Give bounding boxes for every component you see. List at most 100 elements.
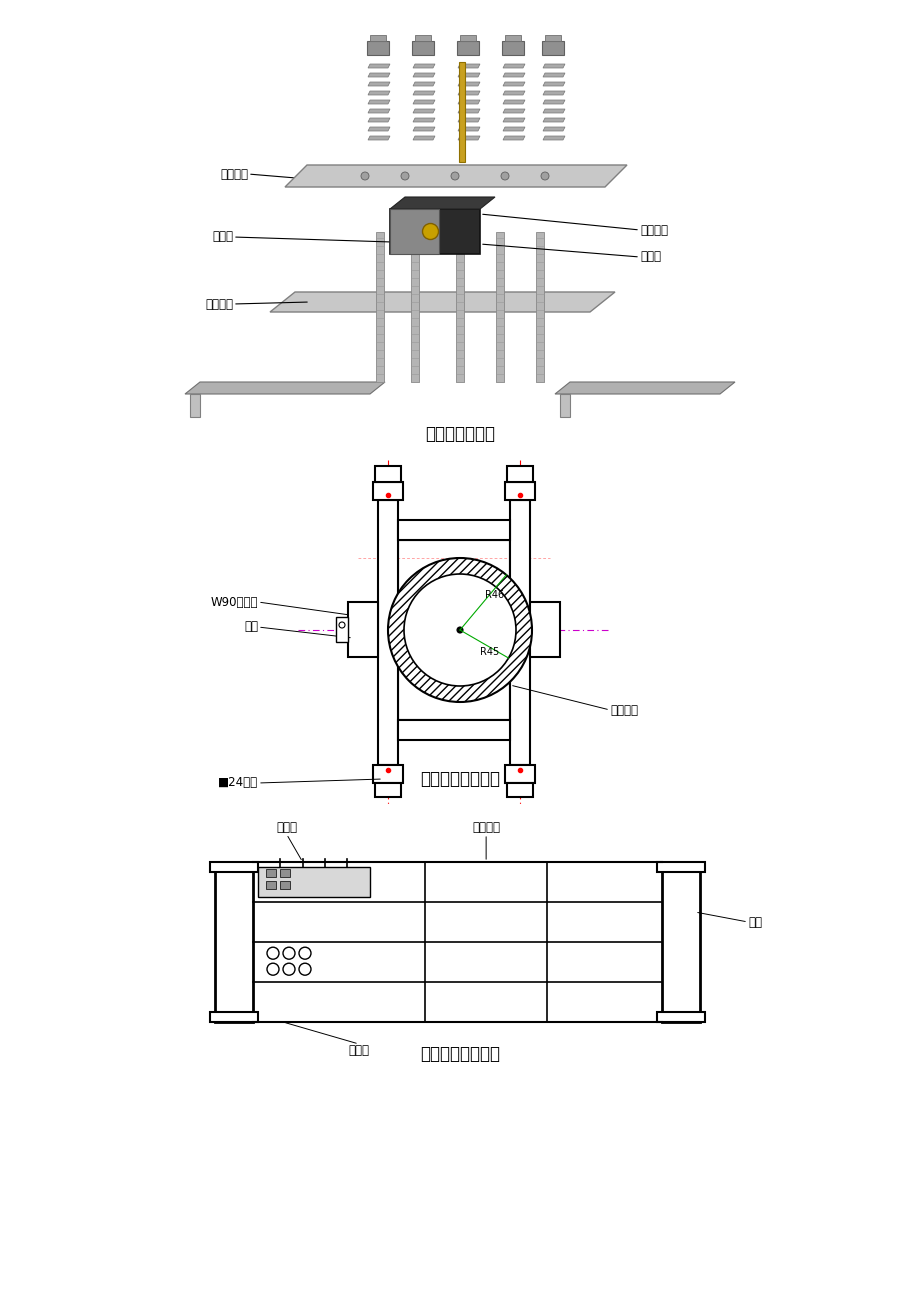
Bar <box>541 40 563 55</box>
Polygon shape <box>413 82 435 86</box>
Polygon shape <box>554 381 734 395</box>
Circle shape <box>267 947 278 960</box>
Polygon shape <box>413 128 435 132</box>
Bar <box>372 766 403 783</box>
Text: 绳头板安装方式: 绳头板安装方式 <box>425 424 494 443</box>
Polygon shape <box>503 64 525 68</box>
Polygon shape <box>542 73 564 77</box>
Bar <box>367 40 389 55</box>
Bar <box>279 868 289 878</box>
Polygon shape <box>560 395 570 417</box>
Bar <box>505 482 535 500</box>
Polygon shape <box>542 64 564 68</box>
Bar <box>411 232 418 381</box>
Polygon shape <box>413 135 435 141</box>
Text: 轿顶横梁安装方式: 轿顶横梁安装方式 <box>420 1046 499 1062</box>
Text: 轿架: 轿架 <box>747 915 761 928</box>
Circle shape <box>299 963 311 975</box>
Polygon shape <box>458 64 480 68</box>
Bar <box>456 232 463 381</box>
Text: W90传感器: W90传感器 <box>210 595 257 608</box>
Polygon shape <box>503 82 525 86</box>
Text: 传感器: 传感器 <box>211 230 233 243</box>
Polygon shape <box>285 165 627 187</box>
Bar <box>390 210 439 254</box>
Polygon shape <box>458 135 480 141</box>
Polygon shape <box>458 128 480 132</box>
Text: 传感器: 传感器 <box>276 822 297 835</box>
Text: R45: R45 <box>480 647 499 658</box>
Bar <box>347 602 378 658</box>
Circle shape <box>403 574 516 686</box>
Bar <box>509 500 529 766</box>
Polygon shape <box>458 100 480 104</box>
Polygon shape <box>368 135 390 141</box>
Circle shape <box>360 172 369 180</box>
Polygon shape <box>413 118 435 122</box>
Bar <box>266 868 276 878</box>
Bar <box>656 862 704 872</box>
Text: R46: R46 <box>484 590 504 600</box>
Polygon shape <box>413 109 435 113</box>
Polygon shape <box>390 197 494 210</box>
Polygon shape <box>542 100 564 104</box>
Bar <box>398 720 509 740</box>
Polygon shape <box>413 100 435 104</box>
Text: 托架: 托架 <box>244 621 257 634</box>
Bar <box>375 783 401 797</box>
Text: ■24螺栓: ■24螺栓 <box>218 776 257 789</box>
Circle shape <box>401 172 409 180</box>
Bar <box>414 35 430 40</box>
Polygon shape <box>413 64 435 68</box>
Circle shape <box>501 172 508 180</box>
Text: 轿顶横梁: 轿顶横梁 <box>471 822 500 835</box>
Bar <box>656 1012 704 1022</box>
Polygon shape <box>413 91 435 95</box>
Bar <box>459 62 464 161</box>
Polygon shape <box>542 82 564 86</box>
Bar <box>376 232 383 381</box>
Bar <box>529 602 560 658</box>
Polygon shape <box>185 381 384 395</box>
Polygon shape <box>503 73 525 77</box>
Bar <box>536 232 543 381</box>
Bar <box>506 466 532 482</box>
Text: 绳头板: 绳头板 <box>348 1044 369 1057</box>
Polygon shape <box>368 109 390 113</box>
Text: 轿顶轮轴安装方式: 轿顶轮轴安装方式 <box>420 769 499 788</box>
Bar <box>398 540 509 720</box>
Polygon shape <box>503 118 525 122</box>
Bar <box>210 862 257 872</box>
Polygon shape <box>503 135 525 141</box>
Polygon shape <box>503 109 525 113</box>
Polygon shape <box>368 73 390 77</box>
Text: 安装螺栓: 安装螺栓 <box>640 224 667 237</box>
Polygon shape <box>368 64 390 68</box>
Polygon shape <box>542 118 564 122</box>
Bar <box>210 1012 257 1022</box>
Bar <box>662 862 699 1022</box>
Bar <box>544 35 561 40</box>
Text: 上绳头板: 上绳头板 <box>220 168 248 181</box>
Bar <box>375 466 401 482</box>
Polygon shape <box>458 109 480 113</box>
Polygon shape <box>413 73 435 77</box>
Polygon shape <box>503 91 525 95</box>
Bar <box>506 783 532 797</box>
Polygon shape <box>368 118 390 122</box>
Circle shape <box>388 559 531 702</box>
Bar <box>505 766 535 783</box>
Polygon shape <box>542 91 564 95</box>
Bar <box>502 40 524 55</box>
Text: 绳头杆: 绳头杆 <box>640 250 660 263</box>
Bar <box>335 617 347 642</box>
Polygon shape <box>458 73 480 77</box>
Bar <box>460 35 475 40</box>
Circle shape <box>540 172 549 180</box>
Bar <box>505 35 520 40</box>
Polygon shape <box>368 100 390 104</box>
Text: 轿顶轮轴: 轿顶轮轴 <box>609 703 637 716</box>
Polygon shape <box>368 128 390 132</box>
Polygon shape <box>542 135 564 141</box>
Bar <box>266 881 276 889</box>
